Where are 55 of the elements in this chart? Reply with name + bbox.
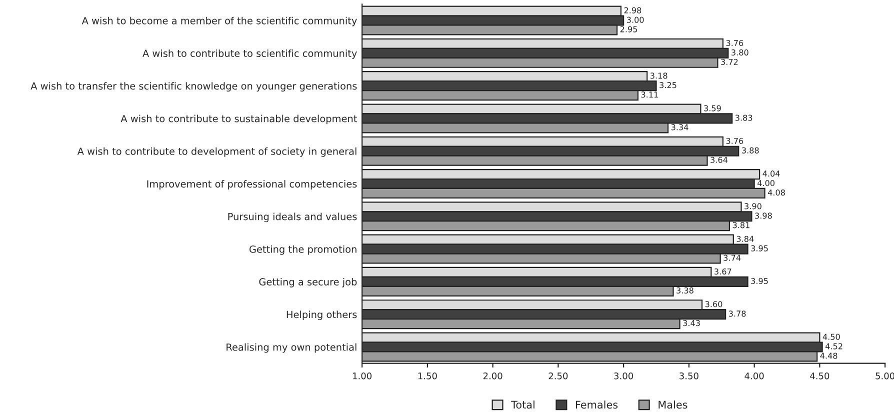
y-tick-label: A wish to contribute to sustainable development	[120, 114, 357, 124]
data-label: 4.48	[820, 352, 838, 359]
data-label: 3.78	[728, 310, 746, 317]
data-label: 4.08	[768, 189, 785, 196]
data-label: 3.76	[726, 138, 744, 144]
x-tick-label: 1.00	[353, 372, 372, 380]
x-tick-label: 2.00	[483, 372, 502, 380]
data-label: 4.04	[762, 170, 780, 177]
data-label: 3.60	[705, 301, 722, 308]
y-tick-label: Getting a secure job	[259, 278, 357, 288]
y-tick-label: A wish to contribute to scientific community	[142, 49, 357, 59]
data-label: 3.83	[735, 114, 752, 121]
data-label: 3.67	[714, 268, 732, 275]
x-tick-label: 4.50	[810, 372, 830, 380]
data-label: 3.95	[751, 278, 768, 284]
legend-label: Total	[511, 400, 534, 409]
data-label: 3.34	[671, 124, 688, 130]
data-label: 3.25	[660, 82, 676, 88]
data-label: 2.95	[620, 26, 638, 32]
data-label: 3.11	[641, 92, 658, 98]
data-label: 2.98	[624, 7, 642, 14]
data-label: 3.76	[726, 40, 744, 46]
data-label: 3.18	[650, 72, 668, 79]
data-label: 4.52	[825, 343, 842, 350]
data-label: 3.59	[704, 105, 721, 112]
y-tick-label: Realising my own potential	[226, 343, 356, 353]
data-label: 3.81	[732, 222, 750, 228]
data-label: 3.88	[742, 147, 759, 154]
data-label: 3.72	[721, 58, 738, 65]
data-label: 4.50	[822, 334, 840, 340]
y-tick-label: A wish to become a member of the scientific community	[82, 16, 357, 26]
data-label: 4.00	[757, 180, 774, 186]
y-tick-label: Helping others	[286, 310, 357, 320]
legend-label: Females	[576, 400, 618, 409]
data-label: 3.00	[626, 16, 644, 23]
data-label: 3.74	[724, 254, 741, 261]
data-label: 3.84	[736, 236, 754, 242]
data-label: 3.90	[744, 203, 762, 210]
x-tick-label: 2.50	[548, 372, 568, 380]
data-label: 3.98	[755, 212, 772, 219]
data-label: 3.95	[751, 245, 768, 252]
y-tick-label: Improvement of professional competencies	[147, 180, 357, 190]
data-label: 3.64	[710, 156, 728, 163]
data-label: 3.43	[683, 320, 700, 326]
y-tick-label: A wish to transfer the scientific knowledge on younger generations	[30, 82, 357, 92]
y-tick-label: Getting the promotion	[250, 245, 356, 255]
x-tick-label: 3.00	[614, 372, 634, 380]
y-tick-label: Pursuing ideals and values	[228, 212, 357, 222]
data-label: 3.38	[676, 287, 694, 294]
x-tick-label: 1.50	[418, 372, 437, 380]
x-tick-label: 4.00	[744, 372, 764, 380]
data-label: 3.80	[732, 49, 748, 56]
legend-label: Males	[658, 400, 688, 409]
x-tick-label: 3.50	[680, 372, 698, 380]
y-tick-label: A wish to contribute to development of society in general	[77, 147, 356, 157]
